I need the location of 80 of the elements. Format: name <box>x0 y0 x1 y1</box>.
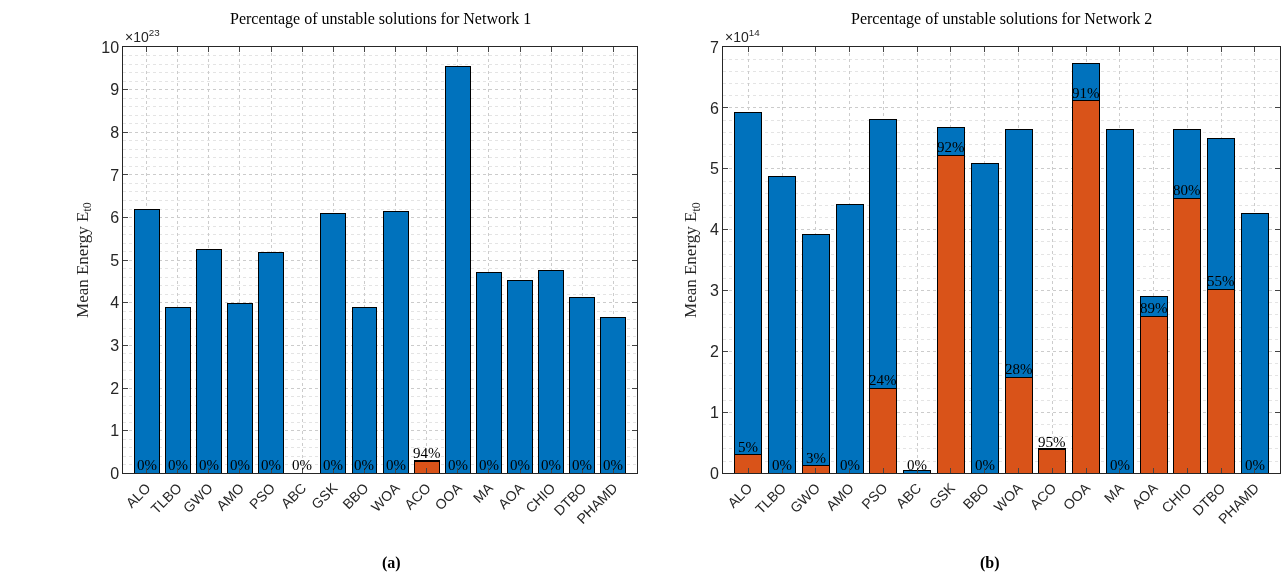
chart-title: Percentage of unstable solutions for Network 1 <box>230 10 532 28</box>
text: (b) <box>980 554 1000 572</box>
annotation: 91% <box>1072 85 1100 101</box>
annotation: 0% <box>541 457 561 473</box>
annotation: 0% <box>572 457 592 473</box>
y-tick-label: 6 <box>110 209 120 227</box>
y-tick-label: 4 <box>709 221 719 239</box>
bar <box>970 163 999 474</box>
bar <box>768 176 797 474</box>
y-tick-label: 5 <box>110 251 120 269</box>
annotation: 0% <box>840 457 860 473</box>
y-tick-label: 1 <box>709 403 719 421</box>
annotation: 0% <box>772 457 792 473</box>
bar <box>569 296 596 474</box>
annotation: 0% <box>975 457 995 473</box>
text: (a) <box>382 554 401 572</box>
annotation: 0% <box>354 457 374 473</box>
annotation: 0% <box>199 457 219 473</box>
y-tick-label: 7 <box>110 166 120 184</box>
annotation: 89% <box>1140 300 1168 316</box>
annotation: 0% <box>479 457 499 473</box>
bar <box>1105 128 1134 474</box>
x-tick-label: MA <box>1100 479 1128 506</box>
annotation: 5% <box>738 439 758 455</box>
bar <box>835 204 864 474</box>
bar <box>164 307 191 474</box>
bar <box>903 470 932 474</box>
annotation: 0% <box>230 457 250 473</box>
y-tick-label: 1 <box>110 422 120 440</box>
y-tick-label: 0 <box>110 464 120 482</box>
y-tick-label: 2 <box>709 343 719 361</box>
annotation: 0% <box>261 457 281 473</box>
annotation: 0% <box>386 457 406 473</box>
y-tick-label: 4 <box>110 294 120 312</box>
bar <box>444 65 471 474</box>
y-tick-label: 0 <box>709 464 719 482</box>
bar <box>351 306 378 474</box>
y-tick-label: 8 <box>110 123 120 141</box>
bar <box>133 208 160 474</box>
y-tick-label: 5 <box>709 160 719 178</box>
annotation: 3% <box>806 450 826 466</box>
annotation: 0% <box>323 457 343 473</box>
annotation: 28% <box>1005 361 1033 377</box>
y-tick-label: 9 <box>110 81 120 99</box>
bar <box>538 269 565 474</box>
y-tick-label: 7 <box>709 38 719 56</box>
annotation: 80% <box>1173 182 1201 198</box>
annotation: 0% <box>1110 457 1130 473</box>
annotation: 0% <box>907 457 927 473</box>
y-tick-label: 2 <box>110 379 120 397</box>
bar <box>382 210 409 474</box>
y-tick-label: 10 <box>101 38 120 56</box>
chart-title: Percentage of unstable solutions for Network 2 <box>851 10 1153 28</box>
annotation: 0% <box>510 457 530 473</box>
bar <box>320 212 347 474</box>
y-tick-label: 3 <box>709 282 719 300</box>
annotation: 0% <box>292 457 312 473</box>
x-tick-label: MA <box>469 479 497 506</box>
text: ×10$^{23}$ <box>125 27 161 45</box>
bar <box>507 279 534 474</box>
annotation: 0% <box>168 457 188 473</box>
annotation: 94% <box>413 445 441 461</box>
bar <box>1038 449 1067 474</box>
bar <box>1240 213 1269 474</box>
bar <box>475 272 502 474</box>
annotation: 0% <box>603 457 623 473</box>
bar <box>227 303 253 474</box>
bar <box>195 248 222 474</box>
annotation: 0% <box>137 457 157 473</box>
annotation: 0% <box>1245 457 1265 473</box>
annotation: 24% <box>869 372 897 388</box>
bar <box>600 317 627 474</box>
annotation: 95% <box>1038 434 1066 450</box>
bar <box>258 251 285 474</box>
y-tick-label: 3 <box>110 336 120 354</box>
text: ×10$^{14}$ <box>725 27 761 45</box>
annotation: 0% <box>448 457 468 473</box>
y-tick-label: 6 <box>709 99 719 117</box>
annotation: 92% <box>937 139 965 155</box>
annotation: 55% <box>1207 273 1235 289</box>
